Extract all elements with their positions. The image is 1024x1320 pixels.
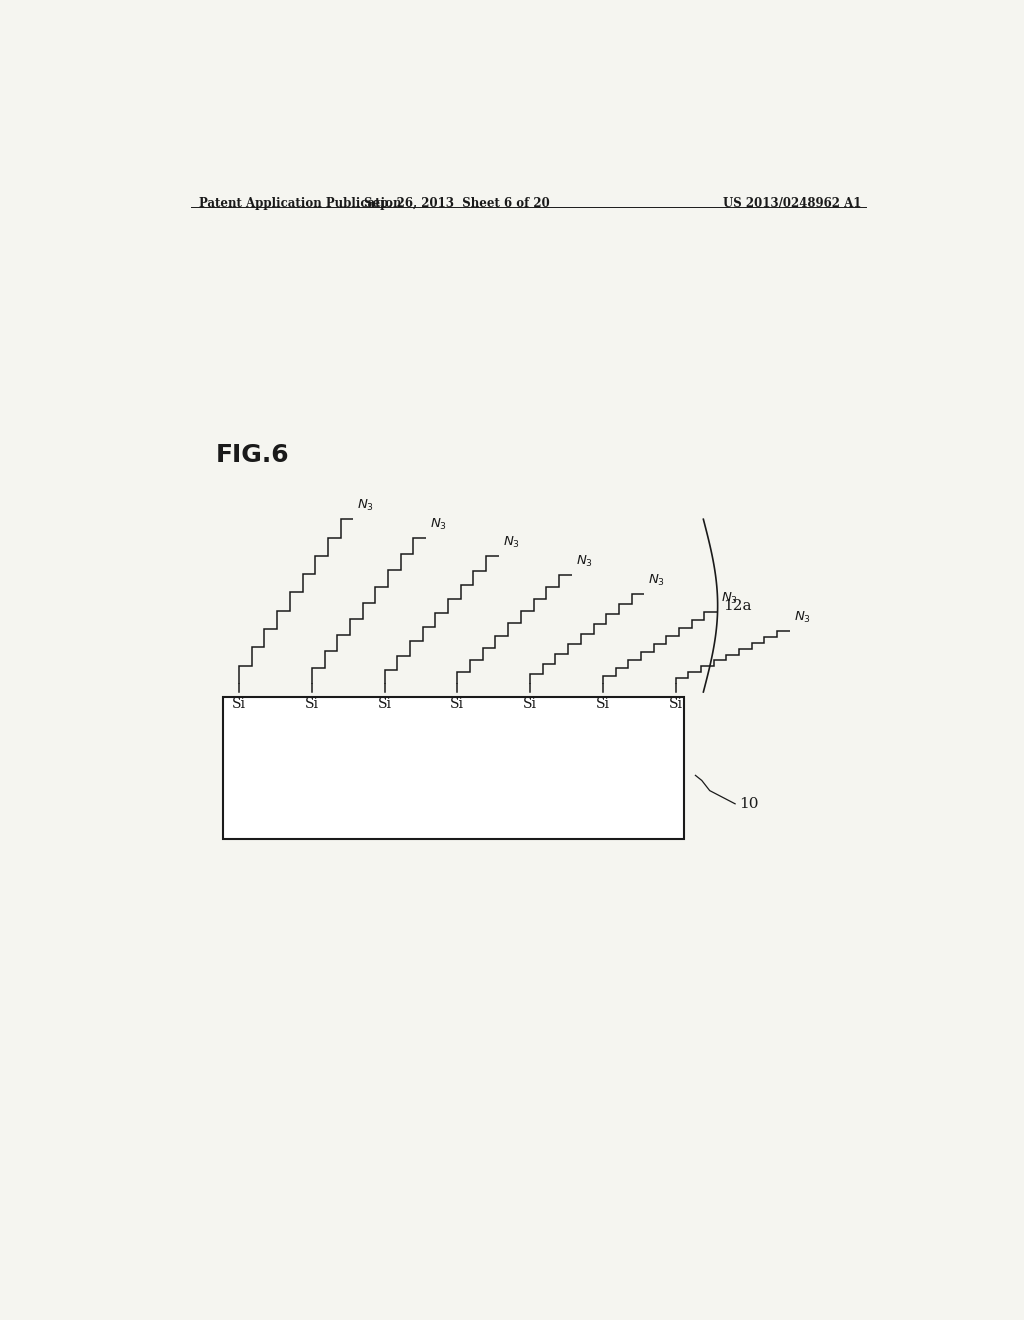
Text: Si: Si (305, 697, 318, 711)
Text: Si: Si (596, 697, 610, 711)
Text: $N_3$: $N_3$ (575, 554, 593, 569)
Text: FIG.6: FIG.6 (215, 444, 289, 467)
Text: Si: Si (451, 697, 464, 711)
Text: Patent Application Publication: Patent Application Publication (200, 197, 402, 210)
Bar (223, 697, 684, 840)
Text: $N_3$: $N_3$ (794, 610, 811, 624)
Text: Si: Si (669, 697, 683, 711)
Text: $N_3$: $N_3$ (648, 573, 666, 587)
Text: $N_3$: $N_3$ (430, 516, 447, 532)
Text: $N_3$: $N_3$ (721, 591, 738, 606)
Text: 10: 10 (739, 797, 759, 810)
Text: Si: Si (232, 697, 246, 711)
Text: Si: Si (378, 697, 391, 711)
Text: Sep. 26, 2013  Sheet 6 of 20: Sep. 26, 2013 Sheet 6 of 20 (365, 197, 550, 210)
Text: US 2013/0248962 A1: US 2013/0248962 A1 (723, 197, 861, 210)
Text: $N_3$: $N_3$ (503, 536, 520, 550)
Text: Si: Si (523, 697, 538, 711)
Text: 12a: 12a (723, 598, 752, 612)
Text: $N_3$: $N_3$ (357, 498, 375, 513)
